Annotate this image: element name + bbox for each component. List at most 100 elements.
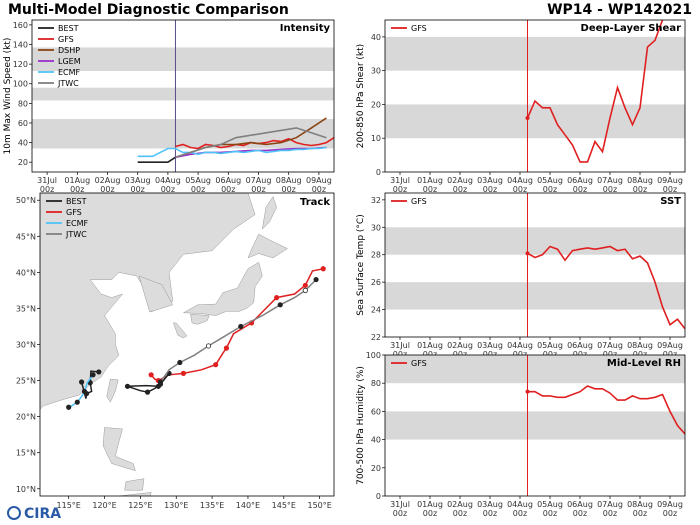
track-point bbox=[302, 282, 308, 288]
intensity-xtick-day: 08Aug bbox=[276, 176, 302, 185]
honshu bbox=[182, 261, 263, 316]
track-xtick-label: 130°E bbox=[164, 501, 188, 510]
sst-xtick-hour: 00z bbox=[393, 350, 407, 359]
sst-ylabel: Sea Surface Temp (°C) bbox=[356, 214, 366, 315]
rh-xtick-hour: 00z bbox=[483, 509, 497, 518]
track-best-0 bbox=[80, 370, 99, 399]
shear-xtick-day: 03Aug bbox=[477, 176, 503, 185]
track-point bbox=[223, 345, 230, 351]
intensity-series-group bbox=[137, 117, 334, 163]
track-lines-group bbox=[66, 266, 326, 410]
sst-xtick-day: 31Jul bbox=[390, 341, 410, 350]
sst-ytick-label: 24 bbox=[371, 306, 381, 315]
rh-ytick-label: 100 bbox=[366, 351, 381, 360]
intensity-series-jtwc bbox=[175, 127, 327, 159]
sst-ytick-label: 22 bbox=[371, 333, 381, 342]
rh-xtick-hour: 00z bbox=[453, 509, 467, 518]
intensity-band-1 bbox=[32, 87, 334, 101]
shear-xtick-hour: 00z bbox=[393, 185, 407, 194]
track-ytick-label: 10°N bbox=[16, 485, 36, 494]
sst-panel: 22242628303231Jul00z01Aug00z02Aug00z03Au… bbox=[356, 192, 686, 359]
track-ytick-label: 50°N bbox=[16, 196, 36, 205]
intensity-band-0 bbox=[32, 119, 334, 149]
kyushu bbox=[173, 322, 188, 339]
sst-title: SST bbox=[660, 196, 681, 207]
intensity-ylabel: 10m Max Wind Speed (kt) bbox=[3, 38, 13, 155]
intensity-xtick-day: 07Aug bbox=[246, 176, 272, 185]
intensity-xtick-day: 02Aug bbox=[95, 176, 121, 185]
shear-xtick-hour: 00z bbox=[513, 185, 527, 194]
rh-xtick-day: 02Aug bbox=[447, 500, 473, 509]
track-xtick-label: 120°E bbox=[92, 501, 116, 510]
sst-ytick-label: 28 bbox=[371, 251, 381, 260]
intensity-ytick-label: 80 bbox=[18, 99, 28, 108]
intensity-xtick-hour: 00z bbox=[221, 185, 235, 194]
intensity-legend-label-jtwc: JTWC bbox=[57, 79, 79, 88]
rh-xtick-day: 31Jul bbox=[390, 500, 410, 509]
intensity-legend-label-gfs: GFS bbox=[58, 35, 74, 44]
taiwan bbox=[106, 378, 119, 403]
sst-xtick-hour: 00z bbox=[603, 350, 617, 359]
intensity-xtick-day: 31Jul bbox=[37, 176, 57, 185]
shear-ytick-label: 30 bbox=[371, 67, 381, 76]
rh-start-point bbox=[525, 389, 530, 394]
shear-xtick-hour: 00z bbox=[543, 185, 557, 194]
sakhalin bbox=[261, 196, 277, 230]
shear-ylabel: 200-850 hPa Shear (kt) bbox=[356, 44, 366, 148]
shear-ytick-label: 0 bbox=[376, 168, 381, 177]
logo-ring-icon bbox=[7, 506, 21, 520]
sst-xtick-hour: 00z bbox=[633, 350, 647, 359]
track-land-group bbox=[40, 193, 288, 496]
shear-xtick-day: 07Aug bbox=[597, 176, 623, 185]
track-point bbox=[277, 302, 283, 308]
rh-xtick-day: 09Aug bbox=[657, 500, 683, 509]
shear-xtick-hour: 00z bbox=[663, 185, 677, 194]
rh-series-group bbox=[525, 385, 685, 435]
track-point bbox=[81, 388, 88, 394]
track-point bbox=[213, 362, 219, 368]
intensity-series-ecmf bbox=[137, 146, 327, 158]
track-legend-label-jtwc: JTWC bbox=[65, 230, 87, 239]
track-ecmf-1 bbox=[68, 374, 94, 408]
intensity-legend-label-best: BEST bbox=[58, 24, 79, 33]
shear-xtick-day: 31Jul bbox=[390, 176, 410, 185]
rh-xtick-hour: 00z bbox=[663, 509, 677, 518]
intensity-xtick-hour: 00z bbox=[131, 185, 145, 194]
sst-xtick-day: 02Aug bbox=[447, 341, 473, 350]
rh-ytick-label: 60 bbox=[371, 407, 381, 416]
intensity-ytick-label: 160 bbox=[13, 21, 28, 30]
sst-xtick-hour: 00z bbox=[663, 350, 677, 359]
rh-xtick-day: 07Aug bbox=[597, 500, 623, 509]
sst-xtick-hour: 00z bbox=[483, 350, 497, 359]
shikoku bbox=[190, 313, 210, 325]
track-point bbox=[302, 287, 308, 293]
shear-xtick-day: 05Aug bbox=[537, 176, 563, 185]
storm-id-title: WP14 - WP142021 bbox=[547, 2, 692, 18]
shear-xtick-hour: 00z bbox=[573, 185, 587, 194]
rh-xtick-hour: 00z bbox=[603, 509, 617, 518]
rh-xtick-day: 08Aug bbox=[627, 500, 653, 509]
track-point bbox=[148, 372, 154, 378]
shear-xtick-hour: 00z bbox=[423, 185, 437, 194]
track-ytick-label: 45°N bbox=[16, 232, 36, 241]
track-ytick-label: 20°N bbox=[16, 413, 36, 422]
rh-frame bbox=[384, 354, 686, 497]
intensity-legend-label-ecmf: ECMF bbox=[58, 68, 81, 77]
rh-xtick-day: 01Aug bbox=[417, 500, 443, 509]
luzon bbox=[102, 427, 136, 472]
shear-xtick-hour: 00z bbox=[483, 185, 497, 194]
visayas bbox=[124, 478, 145, 491]
logo-text: CIRA bbox=[24, 506, 61, 522]
intensity-title: Intensity bbox=[280, 23, 331, 34]
shear-start-point bbox=[525, 115, 530, 120]
intensity-xtick-hour: 00z bbox=[70, 185, 84, 194]
track-legend-label-ecmf: ECMF bbox=[66, 219, 89, 228]
sst-legend-label-gfs: GFS bbox=[411, 197, 427, 206]
shear-xtick-day: 01Aug bbox=[417, 176, 443, 185]
intensity-xtick-day: 03Aug bbox=[125, 176, 151, 185]
intensity-legend-label-lgem: LGEM bbox=[58, 57, 81, 66]
intensity-xtick-hour: 00z bbox=[161, 185, 175, 194]
track-point bbox=[205, 343, 212, 349]
track-point bbox=[313, 276, 319, 283]
rh-xtick-hour: 00z bbox=[633, 509, 647, 518]
